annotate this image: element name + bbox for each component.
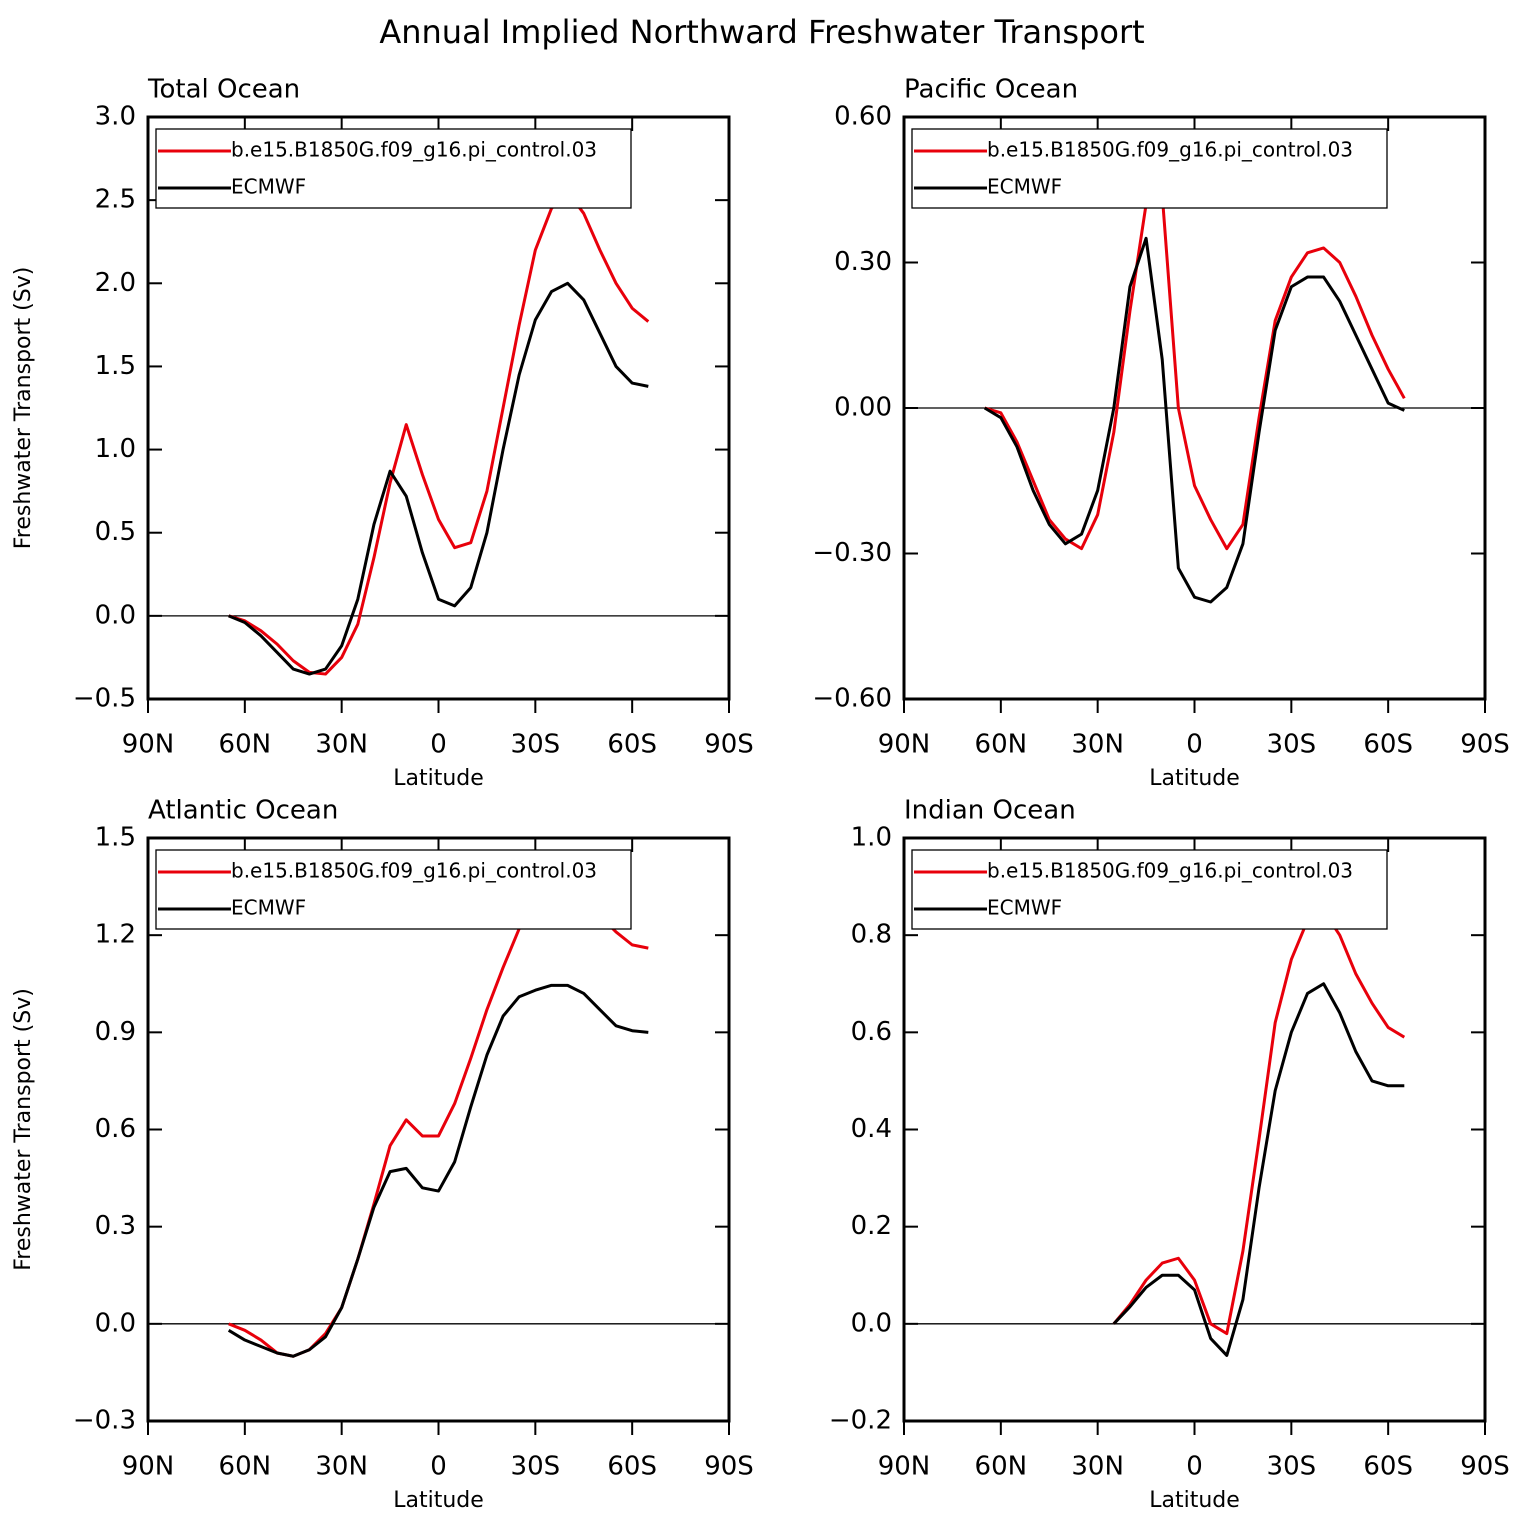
plot-frame bbox=[902, 115, 1487, 701]
x-tick-label: 0 bbox=[1186, 1452, 1203, 1482]
y-tick-label: 0.0 bbox=[95, 1308, 136, 1338]
x-tick-label: 60S bbox=[607, 730, 657, 760]
x-tick-label: 30N bbox=[1071, 730, 1124, 760]
y-tick-label: 0.00 bbox=[834, 393, 892, 423]
panel-title: Pacific Ocean bbox=[904, 75, 1078, 105]
y-tick-label: 0.30 bbox=[834, 247, 892, 277]
legend-label: ECMWF bbox=[987, 896, 1062, 920]
legend-box bbox=[155, 849, 632, 930]
plot-frame bbox=[146, 115, 731, 701]
plot-frame bbox=[902, 836, 1487, 1423]
x-tick-label: 60N bbox=[219, 730, 272, 760]
plot-frame bbox=[146, 836, 731, 1423]
y-tick-label: 1.0 bbox=[851, 823, 892, 853]
x-tick-label: 90N bbox=[878, 730, 931, 760]
legend-box bbox=[911, 849, 1388, 930]
y-tick-label: 0.6 bbox=[95, 1114, 136, 1144]
legend-box bbox=[155, 128, 632, 209]
x-tick-label: 0 bbox=[430, 730, 447, 760]
y-axis-label: Freshwater Transport (Sv) bbox=[11, 988, 36, 1271]
x-tick-label: 90S bbox=[1460, 730, 1510, 760]
x-tick-label: 30S bbox=[1267, 1452, 1317, 1482]
y-tick-label: 0.0 bbox=[851, 1308, 892, 1338]
y-tick-label: −0.5 bbox=[73, 684, 136, 714]
series-line bbox=[227, 983, 649, 1358]
y-axis-label: Freshwater Transport (Sv) bbox=[11, 267, 36, 550]
legend-label: b.e15.B1850G.f09_g16.pi_control.03 bbox=[987, 859, 1353, 883]
x-tick-label: 30S bbox=[1267, 730, 1317, 760]
panel-title: Indian Ocean bbox=[904, 796, 1076, 826]
legend-label: b.e15.B1850G.f09_g16.pi_control.03 bbox=[231, 859, 597, 883]
y-tick-label: 3.0 bbox=[95, 102, 136, 132]
x-tick-label: 90S bbox=[704, 1452, 754, 1482]
x-tick-label: 90S bbox=[1460, 1452, 1510, 1482]
y-tick-label: 0.8 bbox=[851, 920, 892, 950]
y-tick-label: 1.0 bbox=[95, 434, 136, 464]
series-line bbox=[1112, 982, 1405, 1357]
y-tick-label: −0.60 bbox=[812, 684, 892, 714]
x-tick-label: 60N bbox=[219, 1452, 272, 1482]
series-line bbox=[1112, 909, 1406, 1336]
series-line bbox=[228, 190, 650, 676]
y-tick-label: 1.5 bbox=[95, 823, 136, 853]
x-tick-label: 90N bbox=[878, 1452, 931, 1482]
y-tick-label: 0.0 bbox=[95, 600, 136, 630]
x-tick-label: 60N bbox=[975, 1452, 1028, 1482]
y-tick-label: 1.2 bbox=[95, 920, 136, 950]
x-axis-label: Latitude bbox=[1149, 1488, 1240, 1513]
y-tick-label: 0.60 bbox=[834, 102, 892, 132]
y-tick-label: 0.2 bbox=[851, 1211, 892, 1241]
x-tick-label: 90N bbox=[122, 1452, 175, 1482]
y-tick-label: −0.3 bbox=[73, 1406, 136, 1436]
panel: Pacific Ocean Latitude −0.60 −0.30 0.00 0.30 0… bbox=[812, 75, 1509, 792]
y-tick-label: −0.2 bbox=[829, 1406, 892, 1436]
legend-label: ECMWF bbox=[231, 175, 306, 199]
y-tick-label: 2.5 bbox=[95, 185, 136, 215]
series-line bbox=[228, 281, 649, 676]
x-tick-label: 30N bbox=[315, 730, 368, 760]
series-line bbox=[228, 878, 649, 1358]
legend-box bbox=[911, 128, 1388, 209]
panel-title: Atlantic Ocean bbox=[148, 796, 338, 826]
x-axis-label: Latitude bbox=[1149, 766, 1240, 791]
legend-label: b.e15.B1850G.f09_g16.pi_control.03 bbox=[987, 138, 1353, 162]
x-axis-label: Latitude bbox=[393, 766, 484, 791]
x-tick-label: 30S bbox=[511, 730, 561, 760]
y-tick-label: 0.5 bbox=[95, 517, 136, 547]
panel: Total Ocean Latitude Freshwater Transport … bbox=[11, 75, 754, 792]
x-tick-label: 60S bbox=[607, 1452, 657, 1482]
series-line bbox=[983, 236, 1405, 604]
y-tick-label: 2.0 bbox=[95, 268, 136, 298]
y-tick-label: 0.4 bbox=[851, 1114, 892, 1144]
x-tick-label: 60N bbox=[975, 730, 1028, 760]
y-tick-label: 1.5 bbox=[95, 351, 136, 381]
y-tick-label: 0.3 bbox=[95, 1211, 136, 1241]
panel: Indian Ocean Latitude −0.2 0.0 0.2 0.4 0.6 0.8 1… bbox=[829, 796, 1510, 1514]
panel: Atlantic Ocean Latitude Freshwater Transpo… bbox=[11, 796, 754, 1514]
panel-title: Total Ocean bbox=[147, 75, 300, 105]
y-tick-label: −0.30 bbox=[812, 538, 892, 568]
legend-label: ECMWF bbox=[987, 175, 1062, 199]
x-tick-label: 30N bbox=[1071, 1452, 1124, 1482]
chart-title: Annual Implied Northward Freshwater Tran… bbox=[379, 13, 1144, 51]
x-tick-label: 90S bbox=[704, 730, 754, 760]
legend-label: ECMWF bbox=[231, 896, 306, 920]
x-tick-label: 30N bbox=[315, 1452, 368, 1482]
y-tick-label: 0.9 bbox=[95, 1017, 136, 1047]
x-axis-label: Latitude bbox=[393, 1488, 484, 1513]
y-tick-label: 0.6 bbox=[851, 1017, 892, 1047]
legend-label: b.e15.B1850G.f09_g16.pi_control.03 bbox=[231, 138, 597, 162]
series-line bbox=[984, 193, 1406, 551]
x-tick-label: 60S bbox=[1363, 1452, 1413, 1482]
x-tick-label: 0 bbox=[430, 1452, 447, 1482]
x-tick-label: 90N bbox=[122, 730, 175, 760]
x-tick-label: 30S bbox=[511, 1452, 561, 1482]
x-tick-label: 60S bbox=[1363, 730, 1413, 760]
x-tick-label: 0 bbox=[1186, 730, 1203, 760]
